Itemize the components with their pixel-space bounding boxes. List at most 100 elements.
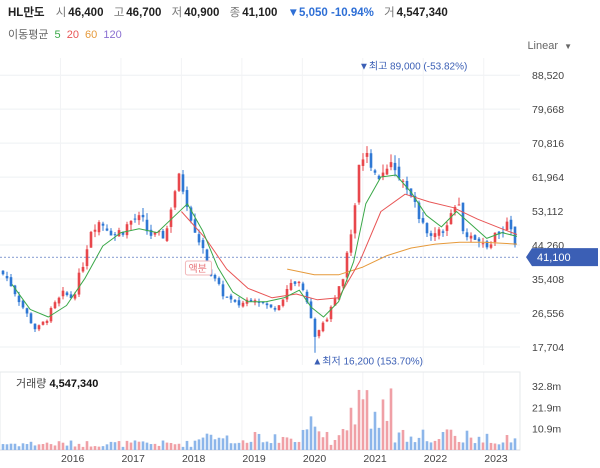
volume-bar [249,441,253,450]
volume-bar [357,389,361,450]
candle-body [277,305,281,311]
candle-body [117,230,121,237]
candle-body [489,244,493,248]
volume-bar [457,441,461,450]
scale-toggle[interactable]: Linear ▼ [527,40,572,52]
candle-body [353,205,357,234]
candle-body [385,168,389,175]
candle-body [453,206,457,213]
candle-body [241,302,245,307]
y-tick-label: 26,556 [532,308,564,320]
candle-body [469,235,473,239]
moving-average-legend[interactable]: 이동평균 5 20 60 120 [8,26,125,42]
volume-bar [165,442,169,450]
change-value: ▼5,050 [287,7,328,19]
candle-body [301,283,305,291]
volume-bar [369,428,373,450]
candle-body [157,231,161,233]
volume-bar [45,442,49,450]
stock-name: HL만도 [8,7,45,19]
volume-bar [265,441,269,450]
split-marker-box [184,260,212,276]
candle-body [293,281,297,284]
volume-bar [321,437,325,450]
volume-bar [301,429,305,450]
volume-label: 거 [384,7,395,19]
volume-bar [445,429,449,450]
volume-bar [485,433,489,450]
volume-bar [493,443,497,450]
volume-bar [405,441,409,450]
price-axis: 88,52079,66870,81661,96453,11244,26035,4… [0,70,598,354]
ma5-label: 5 [54,29,61,41]
candle-body [81,266,85,272]
volume-bar [105,444,109,450]
candle-body [285,289,289,300]
candle-body [421,218,425,223]
candle-body [29,313,33,324]
candle-body [417,202,421,220]
candle-body [493,232,497,243]
volume-bars [1,388,517,450]
volume-bar [317,431,321,450]
volume-bar [129,442,133,450]
volume-bar [13,443,17,450]
candle-body [289,282,293,290]
volume-bar [53,445,57,450]
volume-bar [77,443,81,450]
moving-average-lines [11,174,518,318]
volume-bar [25,444,29,450]
volume-bar [345,430,349,450]
y-tick-label: 53,112 [532,206,563,218]
candle-body [365,152,369,157]
candle-body [145,219,149,232]
min-price-annotation: ▲최저 16,200 (153.70%) [312,356,423,368]
candle-body [225,296,229,298]
candle-body [449,213,453,225]
volume-bar [113,442,117,450]
volume-bar [273,434,277,450]
volume-bar [337,435,341,450]
candle-body [161,230,165,239]
candle-body [217,278,221,284]
volume-bar [37,444,41,450]
volume-bar [421,429,425,450]
candle-body [269,304,273,308]
y-tick-label: 35,408 [532,274,564,286]
volume-bar [93,446,97,450]
volume-bar [1,444,5,450]
ma20-line [11,174,518,318]
candle-body [445,225,449,231]
volume-bar [413,442,417,450]
volume-bar [41,444,45,450]
candle-body [509,219,513,230]
x-tick-label: 2020 [303,453,327,465]
volume-bar [269,443,273,450]
max-price-annotation: ▼최고 89,000 (-53.82%) [359,60,467,72]
high-value: 46,700 [126,7,162,19]
date-axis: 2016 2017 2018 2019 2020 2021 2022 2023 [61,453,508,465]
volume-bar [293,442,297,450]
candle-body [485,241,489,248]
volume-bar [465,430,469,450]
x-tick-label: 2021 [363,453,387,465]
volume-bar [57,441,61,450]
candle-body [1,270,5,275]
volume-bar [441,432,445,450]
volume-bar [149,444,153,450]
candle-body [437,229,441,236]
candle-body [393,162,397,171]
volume-bar [461,442,465,450]
candle-body [213,274,217,279]
candle-body [297,281,301,284]
candle-body [181,174,185,192]
candle-body [197,234,201,243]
volume-bar [417,437,421,450]
volume-bar [29,441,33,450]
chevron-down-icon: ▼ [564,42,572,51]
candle-body [201,240,205,249]
volume-bar [257,433,261,450]
volume-bar [309,416,313,450]
volume-bar [325,431,329,450]
